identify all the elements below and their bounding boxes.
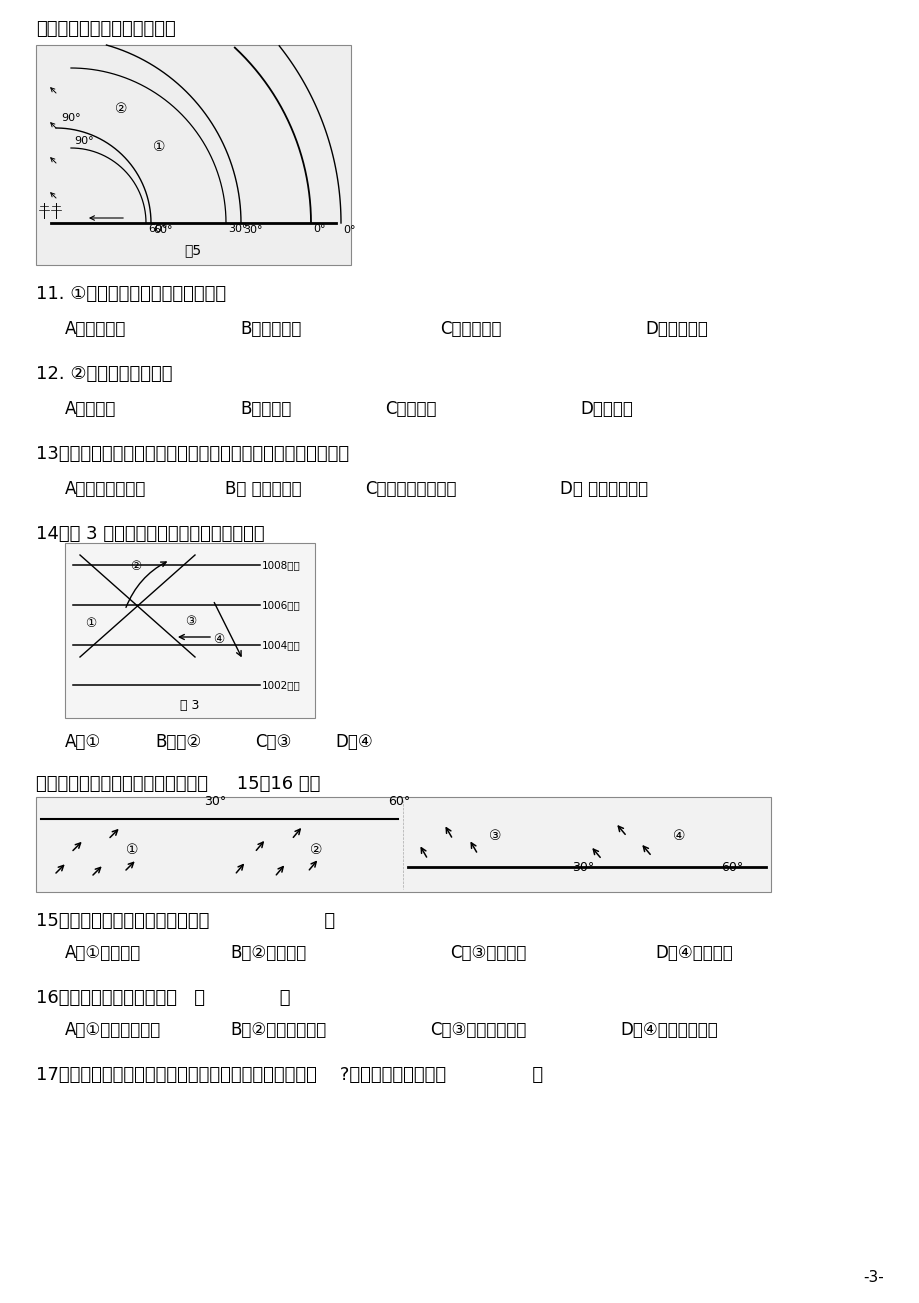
Text: 1006百帕: 1006百帕 (262, 599, 301, 610)
Text: ②: ② (310, 843, 323, 857)
Text: A．热带雨林气候: A．热带雨林气候 (65, 480, 146, 498)
Text: A。①: A。① (65, 734, 101, 751)
Text: D。④: D。④ (335, 734, 372, 751)
Text: 0°: 0° (343, 225, 355, 235)
Text: ①: ① (153, 141, 165, 154)
Text: 14、图 3 中正确指示北半球近地面风向的是: 14、图 3 中正确指示北半球近地面风向的是 (36, 525, 265, 543)
Text: 11. ①气压带控制地区的气候特征是: 11. ①气压带控制地区的气候特征是 (36, 285, 226, 304)
Text: ③: ③ (488, 829, 501, 843)
Text: 图5: 图5 (184, 242, 201, 257)
Text: D．④为东南信风带: D．④为东南信风带 (619, 1022, 717, 1038)
Text: C．温和干燥: C．温和干燥 (439, 321, 501, 337)
Text: 30°: 30° (572, 861, 594, 874)
Text: D．温和湿润: D．温和湿润 (644, 321, 707, 337)
Text: ②: ② (130, 560, 142, 573)
Text: 60°: 60° (153, 225, 173, 235)
Text: 0°: 0° (312, 224, 325, 235)
Text: 1008百帕: 1008百帕 (262, 560, 301, 569)
Bar (36, 46, 351, 265)
Text: D． 热带沙漠气候: D． 热带沙漠气候 (560, 480, 647, 498)
Text: 1002百帕: 1002百帕 (262, 680, 301, 691)
Text: 30°: 30° (204, 795, 226, 808)
Text: A．①为极地东风带: A．①为极地东风带 (65, 1022, 161, 1038)
Text: 60°: 60° (720, 861, 743, 874)
Text: 图 3: 图 3 (180, 698, 199, 711)
Text: 90°: 90° (61, 113, 81, 122)
Text: C．东南风: C．东南风 (384, 400, 436, 418)
Text: ①: ① (85, 618, 96, 629)
Bar (65, 543, 314, 718)
Text: 13、受副热带高气压带和盛行西风带交替控制形成的气候类型是: 13、受副热带高气压带和盛行西风带交替控制形成的气候类型是 (36, 446, 348, 463)
Text: 30°: 30° (228, 224, 247, 235)
Text: B．高温多雨: B．高温多雨 (240, 321, 301, 337)
Text: ①: ① (127, 843, 139, 857)
Text: 12. ②风带的盛行风向是: 12. ②风带的盛行风向是 (36, 365, 173, 383)
Text: 30°: 30° (243, 225, 262, 235)
Text: B． 地中海气候: B． 地中海气候 (225, 480, 301, 498)
Text: ④: ④ (672, 829, 685, 843)
Text: 15．有关图示风带正确的判断是（                    ）: 15．有关图示风带正确的判断是（ ） (36, 912, 335, 930)
Text: A．炎热干燥: A．炎热干燥 (65, 321, 126, 337)
Text: 学必求其心得，业必贵于专精: 学必求其心得，业必贵于专精 (36, 20, 176, 38)
Bar (36, 797, 770, 893)
Text: B。。②: B。。② (154, 734, 201, 751)
Text: B．西南风: B．西南风 (240, 400, 291, 418)
Text: D．西北风: D．西北风 (579, 400, 632, 418)
Text: C．③在北半球: C．③在北半球 (449, 943, 526, 962)
Text: -3-: -3- (862, 1270, 883, 1285)
Text: A．①在北半球: A．①在北半球 (65, 943, 142, 962)
Text: A．东北风: A．东北风 (65, 400, 116, 418)
Text: C．③为中纬西风带: C．③为中纬西风带 (429, 1022, 526, 1038)
Text: C．温带海洋性气候: C．温带海洋性气候 (365, 480, 456, 498)
Text: B．②为中纬西风带: B．②为中纬西风带 (230, 1022, 326, 1038)
Text: 16．图中风带名称正确的是   （             ）: 16．图中风带名称正确的是 （ ） (36, 989, 290, 1007)
Text: D．④在北半球: D．④在北半球 (654, 943, 732, 962)
Text: 17、当我国各地白昼时间最短时，下列四幅图所示气压带    ?风带分布正确的是（               ）: 17、当我国各地白昼时间最短时，下列四幅图所示气压带 ?风带分布正确的是（ ） (36, 1066, 542, 1084)
Text: ④: ④ (213, 633, 224, 646)
Text: 90°: 90° (74, 136, 94, 146)
Text: B．②在南半球: B．②在南半球 (230, 943, 306, 962)
Text: 读地球近地面风带部分示意图，回答     15～16 题。: 读地球近地面风带部分示意图，回答 15～16 题。 (36, 775, 320, 794)
Text: 60°: 60° (388, 795, 410, 808)
Text: 1004百帕: 1004百帕 (262, 640, 301, 650)
Text: 60°: 60° (148, 224, 167, 235)
Text: C。③: C。③ (255, 734, 291, 751)
Text: ②: ② (115, 102, 128, 116)
Text: ③: ③ (185, 615, 196, 628)
